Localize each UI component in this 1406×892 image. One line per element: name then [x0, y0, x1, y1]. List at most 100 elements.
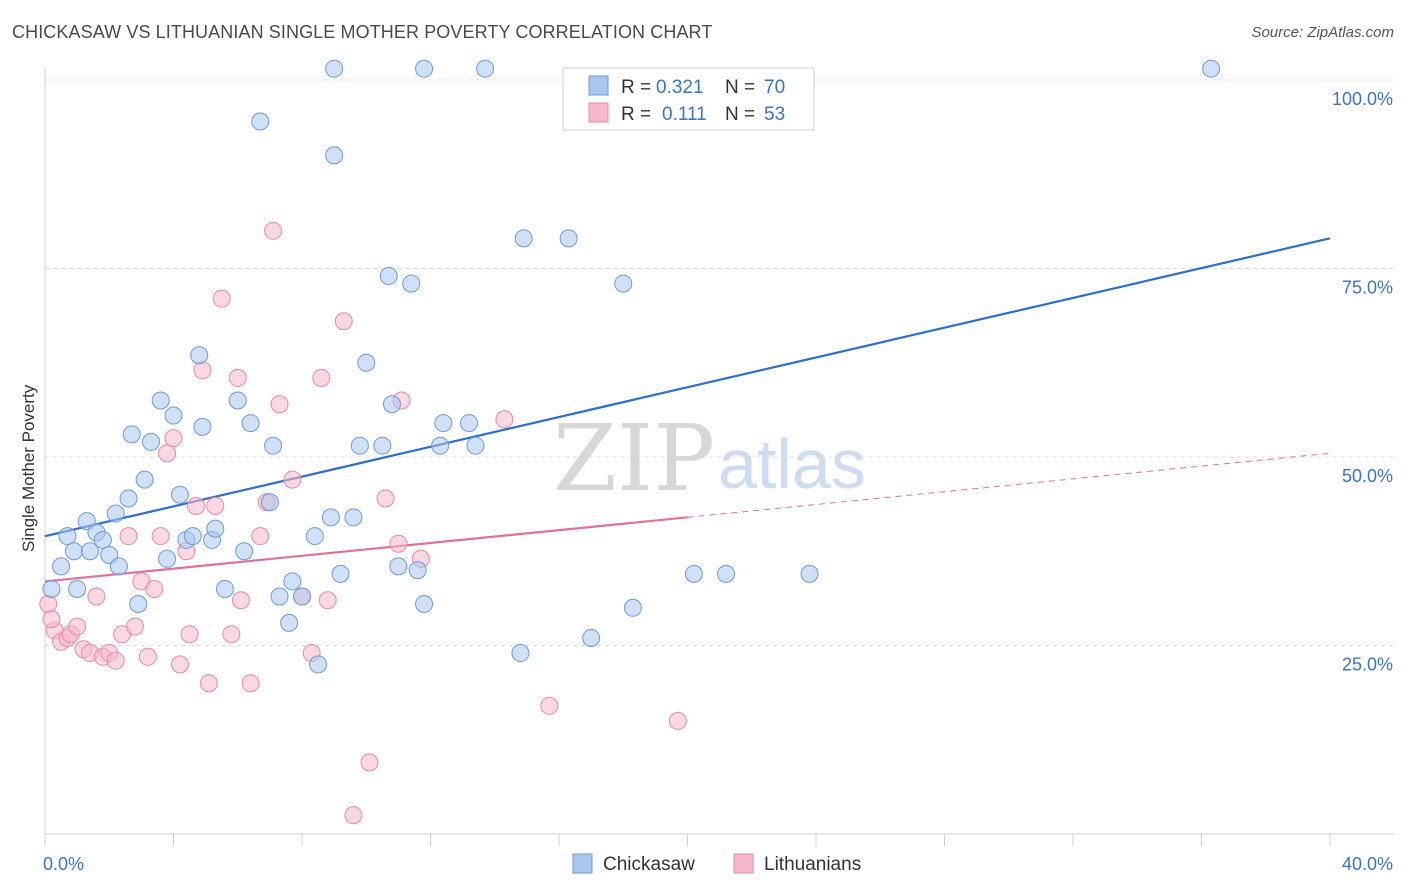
point-chickasaw-60 — [511, 644, 530, 663]
point-chickasaw-44 — [344, 508, 363, 527]
point-chickasaw-28 — [228, 391, 247, 410]
point-lithuanians-21 — [170, 655, 189, 674]
point-chickasaw-69 — [1202, 59, 1221, 78]
point-chickasaw-8 — [93, 530, 112, 549]
point-lithuanians-18 — [151, 527, 170, 546]
point-chickasaw-23 — [190, 346, 209, 365]
y-tick-label-0: 25.0% — [1342, 655, 1393, 675]
trend-line-chickasaw — [44, 237, 1331, 538]
point-lithuanians-50 — [540, 696, 559, 715]
point-chickasaw-64 — [614, 274, 633, 293]
legend-swatch-chickasaw — [588, 75, 609, 96]
point-chickasaw-17 — [151, 391, 170, 410]
point-lithuanians-17 — [145, 579, 164, 598]
point-lithuanians-49 — [495, 410, 514, 429]
point-lithuanians-45 — [376, 489, 395, 508]
axes — [44, 68, 1395, 846]
point-chickasaw-52 — [408, 561, 427, 580]
point-chickasaw-34 — [270, 587, 289, 606]
point-chickasaw-15 — [135, 470, 154, 489]
point-lithuanians-25 — [193, 361, 212, 380]
point-chickasaw-18 — [158, 549, 177, 568]
point-chickasaw-4 — [68, 579, 87, 598]
source-credit: Source: ZipAtlas.com — [1251, 24, 1394, 41]
point-chickasaw-43 — [331, 564, 350, 583]
point-chickasaw-45 — [350, 436, 369, 455]
point-chickasaw-66 — [684, 564, 703, 583]
point-lithuanians-5 — [68, 617, 87, 636]
legend-r-value-1: 0.321 — [656, 77, 704, 98]
point-chickasaw-55 — [431, 436, 450, 455]
point-lithuanians-32 — [241, 674, 260, 693]
point-chickasaw-42 — [325, 146, 344, 165]
point-chickasaw-58 — [466, 436, 485, 455]
point-lithuanians-41 — [318, 591, 337, 610]
point-chickasaw-36 — [283, 572, 302, 591]
point-chickasaw-65 — [623, 598, 642, 617]
y-tick-label-2: 75.0% — [1342, 278, 1393, 298]
point-lithuanians-29 — [222, 625, 241, 644]
point-chickasaw-49 — [382, 395, 401, 414]
point-chickasaw-39 — [309, 655, 328, 674]
point-chickasaw-32 — [260, 493, 279, 512]
trend-line-lithuanians — [44, 516, 688, 583]
point-lithuanians-16 — [138, 647, 157, 666]
point-chickasaw-0 — [42, 579, 61, 598]
point-chickasaw-68 — [800, 564, 819, 583]
point-chickasaw-47 — [373, 436, 392, 455]
tick-labels: 25.0% 50.0% 75.0% 100.0% 0.0% 40.0% — [43, 89, 1393, 874]
point-chickasaw-24 — [193, 417, 212, 436]
trend-line-lithuanians-extrapolated — [687, 452, 1331, 518]
point-chickasaw-14 — [129, 595, 148, 614]
legend-n-value-1: 70 — [764, 77, 785, 98]
point-lithuanians-27 — [206, 497, 225, 516]
point-chickasaw-12 — [119, 489, 138, 508]
point-lithuanians-8 — [87, 587, 106, 606]
legend-r-label-2: R = — [621, 104, 651, 125]
y-axis-title: Single Mother Poverty — [19, 384, 38, 552]
point-chickasaw-50 — [389, 557, 408, 576]
point-chickasaw-41 — [325, 59, 344, 78]
legend-r-value-2: 0.111 — [662, 104, 707, 125]
point-chickasaw-33 — [264, 436, 283, 455]
point-lithuanians-24 — [186, 497, 205, 516]
point-lithuanians-37 — [283, 470, 302, 489]
point-lithuanians-28 — [212, 289, 231, 308]
point-lithuanians-44 — [360, 753, 379, 772]
point-chickasaw-22 — [183, 527, 202, 546]
bottom-legend-swatch-chickasaw — [572, 853, 593, 874]
point-chickasaw-26 — [206, 519, 225, 538]
point-chickasaw-6 — [80, 542, 99, 561]
point-chickasaw-46 — [357, 353, 376, 372]
point-chickasaw-53 — [415, 595, 434, 614]
point-lithuanians-26 — [199, 674, 218, 693]
point-chickasaw-35 — [280, 613, 299, 632]
point-lithuanians-31 — [231, 591, 250, 610]
point-chickasaw-51 — [402, 274, 421, 293]
point-chickasaw-57 — [460, 414, 479, 433]
point-chickasaw-37 — [293, 587, 311, 606]
point-lithuanians-23 — [180, 625, 199, 644]
point-chickasaw-38 — [305, 527, 324, 546]
point-chickasaw-10 — [106, 504, 125, 523]
bottom-legend-lithuanians: Lithuanians — [764, 854, 861, 875]
point-chickasaw-59 — [476, 59, 495, 78]
point-lithuanians-35 — [264, 221, 283, 240]
point-lithuanians-33 — [251, 527, 270, 546]
point-chickasaw-56 — [434, 414, 453, 433]
point-chickasaw-63 — [582, 628, 601, 647]
point-chickasaw-40 — [321, 508, 340, 527]
point-lithuanians-13 — [119, 527, 138, 546]
bottom-legend: Chickasaw Lithuanians — [572, 853, 861, 875]
point-lithuanians-11 — [106, 651, 125, 670]
legend-r-label-1: R = — [621, 77, 651, 98]
point-chickasaw-31 — [251, 112, 270, 131]
point-lithuanians-52 — [42, 610, 61, 629]
point-chickasaw-1 — [52, 557, 71, 576]
point-chickasaw-54 — [415, 59, 434, 78]
x-tick-label-0: 0.0% — [43, 854, 84, 874]
point-chickasaw-29 — [235, 542, 254, 561]
point-chickasaw-48 — [379, 267, 398, 286]
legend-n-label-1: N = — [725, 77, 755, 98]
chart-title: CHICKASAW VS LITHUANIAN SINGLE MOTHER PO… — [12, 22, 713, 42]
